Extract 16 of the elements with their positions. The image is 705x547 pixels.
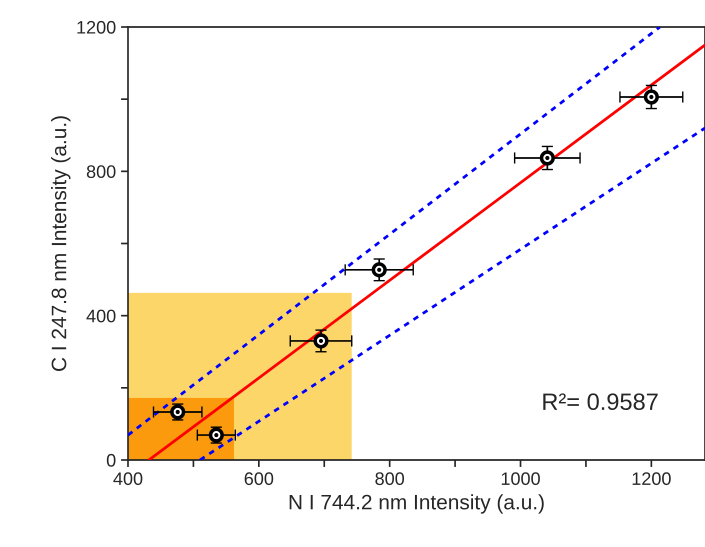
point — [372, 262, 387, 278]
point — [644, 89, 659, 105]
x-tick-label: 1200 — [632, 472, 671, 486]
x-tick-label: 800 — [375, 472, 404, 486]
x-tick-label: 600 — [244, 472, 274, 486]
point — [313, 333, 329, 348]
y-tick-label: 0 — [106, 454, 116, 467]
x-tick-label: 1000 — [502, 472, 540, 486]
y-tick-label: 400 — [86, 310, 116, 322]
point — [540, 150, 555, 166]
y-tick-label: 1200 — [77, 20, 116, 34]
y-axis-title: C I 247.8 nm Intensity (a.u.) — [51, 116, 70, 371]
x-axis-title: N I 744.2 nm Intensity (a.u.) — [290, 494, 544, 514]
x-tick-label: 400 — [113, 472, 142, 486]
annotation: R²= 0.9587 — [543, 393, 658, 410]
y-tick-label: 800 — [86, 165, 116, 178]
